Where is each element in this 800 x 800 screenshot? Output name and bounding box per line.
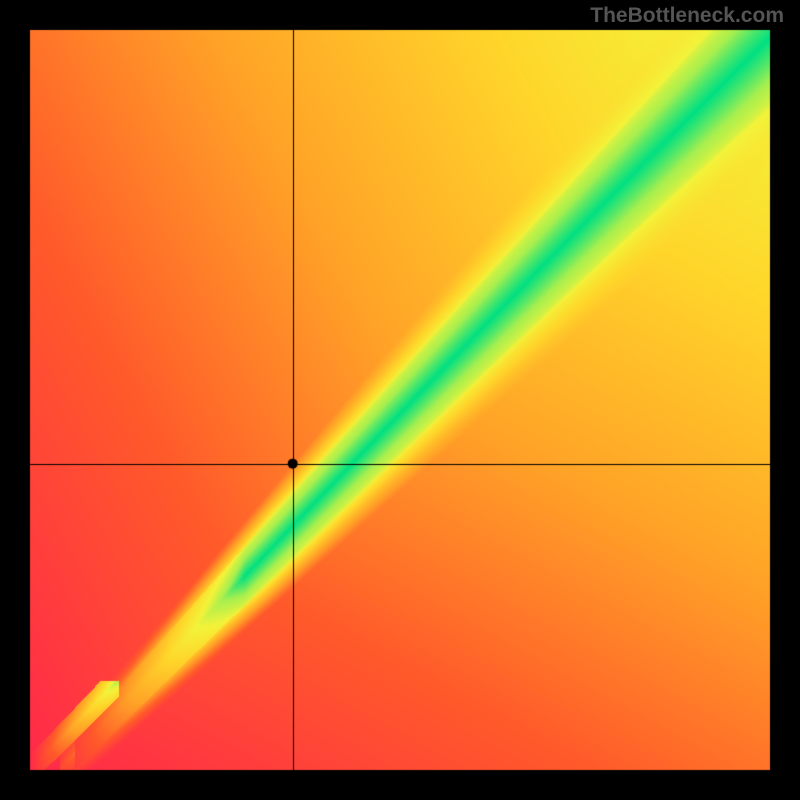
watermark-label: TheBottleneck.com: [590, 4, 784, 28]
chart-container: TheBottleneck.com: [0, 0, 800, 800]
bottleneck-heatmap-canvas: [0, 0, 800, 800]
